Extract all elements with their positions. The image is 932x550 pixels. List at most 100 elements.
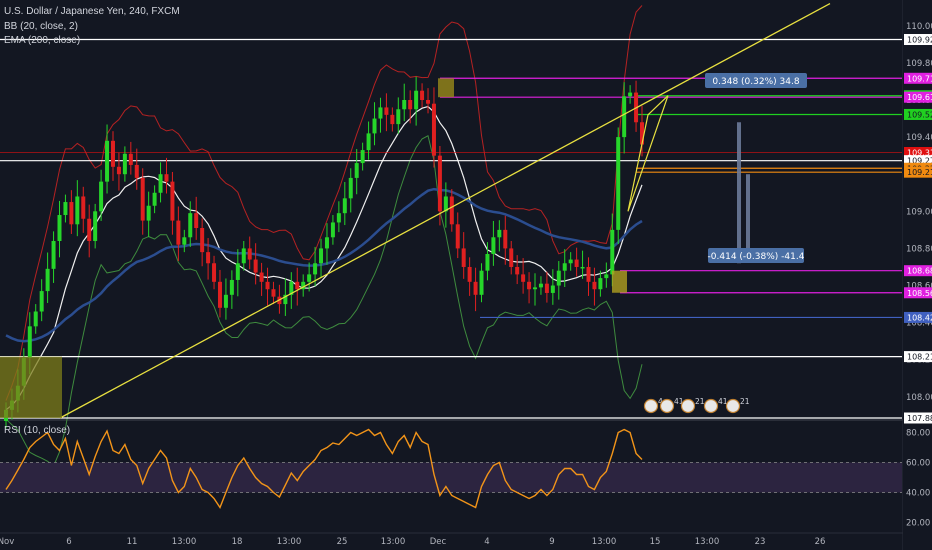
candle[interactable] (128, 141, 133, 175)
candle[interactable] (158, 162, 163, 203)
candle[interactable] (538, 276, 543, 295)
candle[interactable] (354, 148, 359, 195)
candle[interactable] (628, 85, 633, 104)
candle[interactable] (568, 252, 573, 271)
candle[interactable] (437, 146, 442, 226)
candle[interactable] (550, 269, 555, 305)
projection-triangle[interactable] (627, 95, 669, 212)
candle[interactable] (223, 278, 228, 320)
event-badge-icon[interactable] (643, 398, 659, 414)
candle[interactable] (122, 146, 127, 182)
candle[interactable] (592, 267, 597, 306)
candle[interactable] (586, 257, 591, 296)
candle[interactable] (140, 168, 145, 235)
candle[interactable] (426, 88, 431, 114)
candle[interactable] (604, 262, 609, 288)
candle[interactable] (295, 267, 300, 306)
candle[interactable] (194, 196, 199, 240)
event-badge-icon[interactable] (659, 398, 675, 414)
candle[interactable] (99, 169, 104, 221)
candle[interactable] (69, 190, 74, 234)
candle[interactable] (485, 242, 490, 281)
short-measure-label-bg[interactable] (708, 248, 804, 263)
candle[interactable] (63, 194, 68, 223)
candle[interactable] (241, 241, 246, 271)
candle[interactable] (414, 76, 419, 126)
candle[interactable] (521, 258, 526, 294)
rsi-indicator-label[interactable]: RSI (10, close) (4, 425, 71, 436)
candle[interactable] (384, 93, 389, 132)
candle[interactable] (449, 189, 454, 232)
short-measure-bar[interactable] (746, 174, 750, 249)
candle[interactable] (33, 304, 38, 334)
candle[interactable] (622, 82, 627, 154)
candle[interactable] (491, 220, 496, 266)
candle[interactable] (247, 236, 252, 270)
candle[interactable] (455, 212, 460, 259)
candle[interactable] (307, 262, 312, 292)
candle[interactable] (188, 201, 193, 247)
candle[interactable] (229, 270, 234, 309)
candle[interactable] (420, 83, 425, 108)
candle[interactable] (580, 250, 585, 279)
candle[interactable] (164, 157, 169, 194)
candle[interactable] (87, 204, 92, 258)
trendline[interactable] (59, 2, 831, 419)
candle[interactable] (515, 255, 520, 285)
candle[interactable] (366, 121, 371, 160)
candle[interactable] (360, 142, 365, 171)
candle[interactable] (473, 267, 478, 312)
candle[interactable] (574, 247, 579, 277)
candle[interactable] (544, 271, 549, 303)
candle[interactable] (562, 249, 567, 288)
candle[interactable] (182, 229, 187, 253)
candle[interactable] (533, 273, 538, 306)
candle[interactable] (396, 97, 401, 134)
candle[interactable] (330, 215, 335, 245)
entry-zone-box[interactable] (612, 270, 627, 293)
candle[interactable] (431, 87, 436, 168)
candle[interactable] (265, 267, 270, 306)
candle[interactable] (348, 168, 353, 213)
candle[interactable] (289, 272, 294, 309)
candle[interactable] (200, 218, 205, 267)
rsi-line[interactable] (5, 428, 643, 510)
bb-indicator-label[interactable]: BB (20, close, 2) (4, 21, 78, 32)
candle[interactable] (51, 231, 56, 283)
candle[interactable] (134, 148, 139, 190)
candle[interactable] (146, 191, 151, 237)
candle[interactable] (372, 102, 377, 146)
candle[interactable] (598, 270, 603, 297)
long-measure-bar[interactable] (737, 122, 741, 264)
candle[interactable] (527, 272, 532, 304)
candle[interactable] (497, 220, 502, 252)
candle[interactable] (556, 261, 561, 300)
candle[interactable] (39, 279, 44, 322)
candle[interactable] (616, 127, 621, 244)
supply-zone-box[interactable] (438, 78, 454, 98)
candle[interactable] (206, 238, 211, 280)
candle[interactable] (253, 243, 258, 285)
candle[interactable] (509, 241, 514, 275)
candle[interactable] (313, 246, 318, 287)
candle[interactable] (75, 180, 80, 237)
candle[interactable] (105, 124, 110, 194)
candle[interactable] (479, 263, 484, 303)
candle[interactable] (378, 97, 383, 133)
candle[interactable] (503, 215, 508, 265)
candle[interactable] (461, 232, 466, 279)
demand-zone-box[interactable] (0, 356, 62, 418)
candle[interactable] (152, 185, 157, 214)
candle[interactable] (217, 269, 222, 318)
candle[interactable] (259, 262, 264, 296)
candle[interactable] (467, 257, 472, 296)
candle[interactable] (110, 131, 115, 181)
candle[interactable] (81, 186, 86, 233)
candle[interactable] (402, 83, 407, 122)
candle[interactable] (176, 206, 181, 262)
event-badge-icon[interactable] (680, 398, 696, 414)
event-badge-icon[interactable] (725, 398, 741, 414)
candle[interactable] (319, 238, 324, 278)
candle[interactable] (640, 105, 644, 157)
